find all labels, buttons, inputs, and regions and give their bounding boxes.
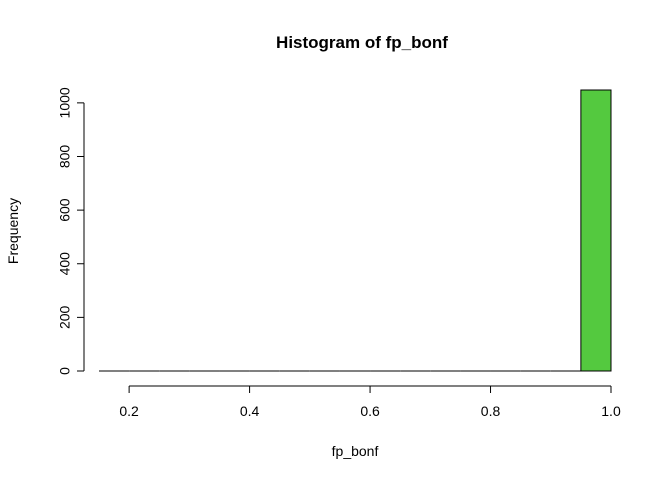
bars-group (99, 89, 612, 372)
y-tick-label: 0 (57, 367, 73, 375)
y-tick-label: 800 (57, 145, 73, 169)
y-axis-label: Frequency (5, 198, 21, 264)
x-axis-label: fp_bonf (332, 443, 379, 459)
histogram-bar (580, 89, 612, 372)
y-tick-label: 600 (57, 198, 73, 222)
x-tick-label: 0.4 (240, 403, 260, 419)
x-tick-label: 0.6 (360, 403, 380, 419)
chart-title: Histogram of fp_bonf (276, 33, 448, 52)
x-axis: 0.2 0.4 0.6 0.8 1.0 (119, 385, 621, 419)
x-tick-label: 1.0 (601, 403, 621, 419)
x-tick-label: 0.2 (119, 403, 139, 419)
y-tick-label: 400 (57, 252, 73, 276)
x-tick-label: 0.8 (481, 403, 501, 419)
y-tick-label: 200 (57, 305, 73, 329)
y-tick-label: 1000 (57, 87, 73, 118)
y-axis: 0 200 400 600 800 1000 (57, 87, 85, 375)
